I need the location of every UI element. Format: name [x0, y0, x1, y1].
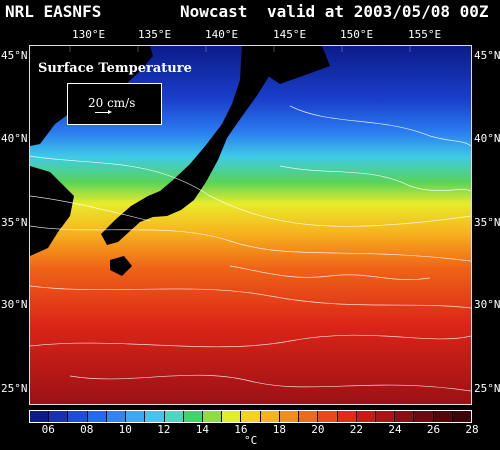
- colorbar-tick-label: 28: [465, 423, 479, 436]
- land-korea: [30, 166, 74, 256]
- colorbar-segment: [414, 411, 434, 422]
- lat-label: 40°N: [474, 132, 500, 145]
- colorbar-tick-label: 10: [118, 423, 132, 436]
- colorbar-segment: [433, 411, 453, 422]
- colorbar-segment: [375, 411, 396, 422]
- graticule: [69, 46, 411, 52]
- colorbar-segment: [87, 411, 107, 422]
- colorbar-segment: [145, 411, 165, 422]
- colorbar-tick-label: 20: [311, 423, 325, 436]
- overlay-title: Surface Temperature: [38, 61, 192, 76]
- longitude-labels: 130°E 135°E 140°E 145°E 150°E 155°E: [0, 28, 500, 42]
- colorbar-segment: [164, 411, 184, 422]
- colorbar-segment: [126, 411, 146, 422]
- colorbar-segment: [222, 411, 242, 422]
- reference-vector-label: 20 cm/s: [88, 96, 136, 110]
- colorbar-tick-label: 22: [349, 423, 364, 436]
- latitude-labels-right: 45°N 40°N 35°N 30°N 25°N: [474, 0, 500, 450]
- land-japan: [101, 46, 274, 245]
- colorbar-segment: [356, 411, 376, 422]
- header: NRL EASNFS Nowcast valid at 2003/05/08 0…: [0, 2, 500, 24]
- map-panel: Surface Temperature 20 cm/s: [29, 45, 472, 405]
- colorbar-segment: [30, 411, 50, 422]
- colorbar-segment: [279, 411, 300, 422]
- lat-label: 45°N: [1, 49, 28, 62]
- colorbar-tick-label: 18: [272, 423, 287, 436]
- colorbar-segment: [337, 411, 357, 422]
- lon-label: 135°E: [138, 28, 172, 41]
- lon-label: 130°E: [72, 28, 106, 41]
- lat-label: 35°N: [1, 216, 28, 229]
- reference-vector-arrow: [95, 110, 112, 114]
- colorbar-segment: [241, 411, 261, 422]
- lat-label: 35°N: [474, 216, 500, 229]
- colorbar-segment: [68, 411, 88, 422]
- colorbar-segment: [202, 411, 223, 422]
- colorbar-segment: [106, 411, 127, 422]
- colorbar-segment: [49, 411, 69, 422]
- colorbar-tick-label: 12: [157, 423, 171, 436]
- colorbar-segment: [452, 411, 472, 422]
- lon-label: 145°E: [273, 28, 307, 41]
- lat-label: 25°N: [474, 382, 500, 395]
- colorbar-segment: [318, 411, 338, 422]
- model-name: NRL EASNFS: [5, 2, 102, 21]
- lon-label: 150°E: [340, 28, 374, 41]
- valid-time: valid at 2003/05/08 00Z: [267, 2, 489, 21]
- lon-label: 155°E: [408, 28, 442, 41]
- current-vectors: [30, 105, 471, 392]
- colorbar: [29, 410, 472, 423]
- lat-label: 30°N: [474, 298, 500, 311]
- lat-label: 45°N: [474, 49, 500, 62]
- colorbar-tick-label: 24: [388, 423, 402, 436]
- colorbar-tick-label: 14: [195, 423, 209, 436]
- lat-label: 40°N: [1, 132, 28, 145]
- product-name: Nowcast: [180, 2, 248, 21]
- colorbar-tick-label: 16: [234, 423, 248, 436]
- lon-label: 140°E: [205, 28, 239, 41]
- colorbar-segment: [183, 411, 203, 422]
- colorbar-tick-label: 06: [41, 423, 55, 436]
- colorbar-segment: [299, 411, 319, 422]
- colorbar-ticks: 06 08 10 12 14 16 18 20 22 24 26 28: [29, 423, 479, 436]
- land-hokkaido: [260, 46, 330, 84]
- lat-label: 25°N: [1, 382, 28, 395]
- lat-label: 30°N: [1, 298, 28, 311]
- colorbar-tick-label: 08: [80, 423, 94, 436]
- latitude-labels-left: 45°N 40°N 35°N 30°N 25°N: [0, 0, 30, 450]
- colorbar-segment: [395, 411, 415, 422]
- colorbar-segment: [260, 411, 280, 422]
- colorbar-tick-label: 26: [426, 423, 441, 436]
- reference-vector-box: [67, 83, 162, 125]
- colorbar-unit: °C: [244, 434, 258, 447]
- land-island: [110, 256, 132, 276]
